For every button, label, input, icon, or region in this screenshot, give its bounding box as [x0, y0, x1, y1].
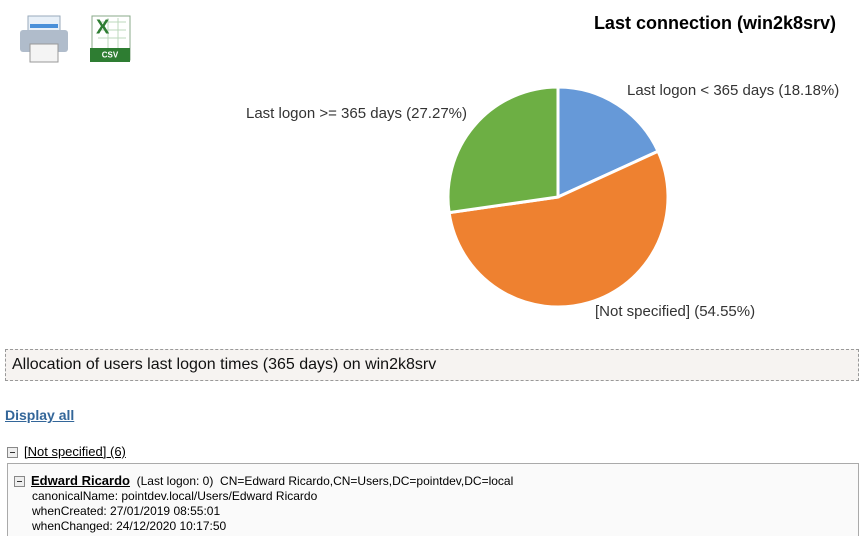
entry-dn: CN=Edward Ricardo,CN=Users,DC=pointdev,D…	[220, 474, 514, 488]
chart: CSV X Last connection (win2k8srv) Last l…	[20, 13, 839, 320]
pie-slice	[447, 149, 670, 309]
slice-value-label: (18.18%)	[778, 82, 839, 99]
collapse-button[interactable]	[14, 476, 25, 488]
entry-line: whenCreated: 27/01/2019 08:55:01	[32, 504, 221, 518]
slice-label: [Not specified] (54.55%)	[595, 303, 755, 320]
entry-lines: canonicalName: pointdev.local/Users/Edwa…	[32, 489, 317, 534]
entry-last-logon: (Last logon: 0)	[136, 474, 214, 488]
excel-x: X	[96, 16, 110, 38]
entry-line: canonicalName: pointdev.local/Users/Edwa…	[32, 489, 318, 503]
slice-category: Last logon >= 365 days	[246, 105, 402, 122]
entry-box: Edward Ricardo (Last logon: 0) CN=Edward…	[7, 463, 859, 536]
entry-line: whenChanged: 24/12/2020 10:17:50	[32, 519, 227, 533]
pie: Last logon < 365 days (18.18%) [Not speci…	[246, 82, 839, 320]
group-label[interactable]: [Not specified] (6)	[24, 444, 126, 459]
entry-header: Edward Ricardo (Last logon: 0) CN=Edward…	[14, 473, 513, 488]
slice-category: [Not specified]	[595, 303, 690, 320]
slice-label: Last logon >= 365 days (27.27%)	[246, 105, 467, 122]
entry-name[interactable]: Edward Ricardo	[31, 473, 130, 488]
csv-icon[interactable]: CSV X	[90, 15, 131, 62]
collapse-button[interactable]	[7, 447, 18, 459]
pie-slice	[556, 85, 661, 200]
pie-slice	[446, 85, 560, 215]
slice-label: Last logon < 365 days (18.18%)	[627, 82, 839, 99]
chart-title: Last connection (win2k8srv)	[594, 13, 836, 33]
csv-label: CSV	[102, 51, 119, 60]
print-icon[interactable]	[20, 15, 68, 63]
panel: Allocation of users last logon times (36…	[5, 349, 859, 381]
group-header: [Not specified] (6)	[7, 444, 126, 459]
panel-title: Allocation of users last logon times (36…	[12, 356, 437, 373]
display-all-link[interactable]: Display all	[5, 407, 75, 423]
slice-value-label: (27.27%)	[406, 105, 467, 122]
slice-value-label: (54.55%)	[694, 303, 755, 320]
slice-category: Last logon < 365 days	[627, 82, 774, 99]
